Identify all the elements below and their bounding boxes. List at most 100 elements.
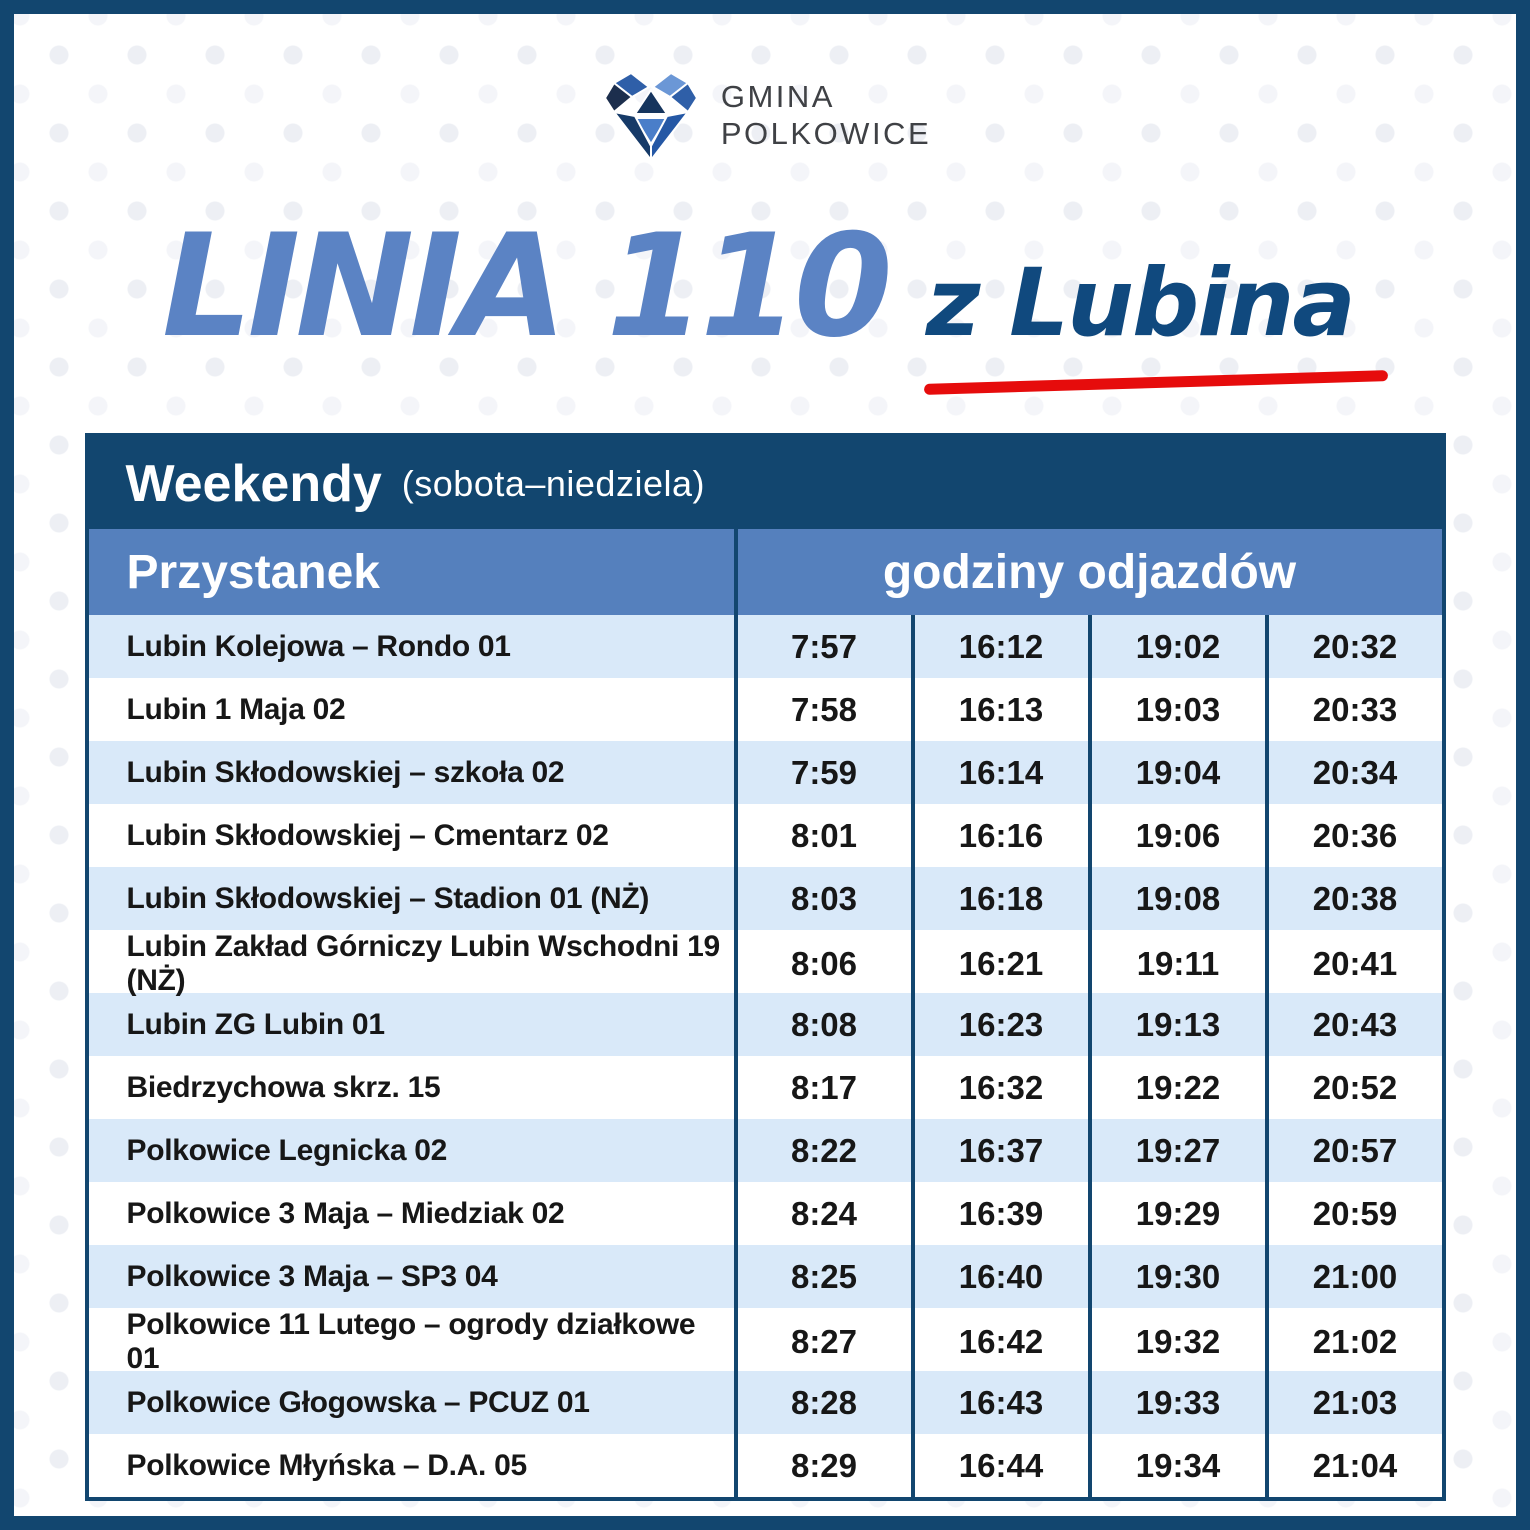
table-row: Lubin Skłodowskiej – Stadion 01 (NŻ) 8:03… xyxy=(88,867,1442,930)
table-row: Polkowice 11 Lutego – ogrody działkowe 0… xyxy=(88,1308,1442,1376)
departure-time: 8:27 xyxy=(733,1308,911,1376)
departure-time: 19:27 xyxy=(1087,1119,1265,1182)
departure-time: 20:32 xyxy=(1264,615,1442,678)
departure-time: 21:00 xyxy=(1264,1245,1442,1308)
departure-time: 8:22 xyxy=(733,1119,911,1182)
stop-name: Lubin Skłodowskiej – szkoła 02 xyxy=(126,755,565,789)
table-row: Lubin Skłodowskiej – Cmentarz 02 8:01 16:1… xyxy=(88,804,1442,867)
departure-time: 8:29 xyxy=(733,1434,911,1497)
departure-time: 20:36 xyxy=(1264,804,1442,867)
column-header-times: godziny odjazdów xyxy=(733,529,1442,615)
table-row: Biedrzychowa skrz. 15 8:17 16:32 19:22 20:52 xyxy=(88,1056,1442,1119)
table-row: Polkowice Młyńska – D.A. 05 8:29 16:44 19:3… xyxy=(88,1434,1442,1497)
timetable-rows: Lubin Kolejowa – Rondo 01 7:57 16:12 19:02 2… xyxy=(88,615,1442,1497)
departure-time: 19:30 xyxy=(1087,1245,1265,1308)
title-origin-wrap: z Lubina xyxy=(923,249,1388,395)
departure-time: 8:08 xyxy=(733,993,911,1056)
departure-time: 8:06 xyxy=(733,930,911,998)
table-row: Lubin Zakład Górniczy Lubin Wschodni 19 … xyxy=(88,930,1442,998)
title-origin: z Lubina xyxy=(925,249,1356,358)
red-underline xyxy=(923,370,1388,395)
departure-time: 16:37 xyxy=(910,1119,1088,1182)
section-header: Weekendy (sobota–niedziela) xyxy=(87,436,1443,530)
departure-time: 19:03 xyxy=(1087,678,1265,741)
stop-name: Polkowice 3 Maja – Miedziak 02 xyxy=(126,1196,565,1230)
departure-time: 16:40 xyxy=(910,1245,1088,1308)
departure-time: 19:29 xyxy=(1087,1182,1265,1245)
departure-time: 19:06 xyxy=(1087,804,1265,867)
departure-time: 20:41 xyxy=(1264,930,1442,998)
logo-line2: POLKOWICE xyxy=(720,116,932,151)
title-line-number: LINIA 110 xyxy=(162,204,893,369)
departure-time: 19:34 xyxy=(1087,1434,1265,1497)
departure-time: 16:21 xyxy=(910,930,1088,998)
departure-time: 16:23 xyxy=(910,993,1088,1056)
departure-time: 21:02 xyxy=(1264,1308,1442,1376)
departure-time: 16:14 xyxy=(910,741,1088,804)
stop-name: Lubin ZG Lubin 01 xyxy=(126,1007,386,1041)
table-row: Lubin Skłodowskiej – szkoła 02 7:59 16:14 1… xyxy=(88,741,1442,804)
departure-time: 19:22 xyxy=(1087,1056,1265,1119)
departure-time: 7:59 xyxy=(733,741,911,804)
departure-time: 7:58 xyxy=(733,678,911,741)
timetable: Weekendy (sobota–niedziela) Przystanek g… xyxy=(84,433,1446,1501)
gmina-polkowice-heart-icon xyxy=(603,71,699,162)
departure-time: 21:04 xyxy=(1264,1434,1442,1497)
table-row: Lubin ZG Lubin 01 8:08 16:23 19:13 20:43 xyxy=(88,993,1442,1056)
departure-time: 8:17 xyxy=(733,1056,911,1119)
stop-name: Lubin Skłodowskiej – Cmentarz 02 xyxy=(126,818,610,852)
stop-name: Lubin Kolejowa – Rondo 01 xyxy=(126,629,511,663)
departure-time: 16:16 xyxy=(910,804,1088,867)
departure-time: 20:52 xyxy=(1264,1056,1442,1119)
logo-line1: GMINA xyxy=(720,79,835,115)
departure-time: 20:33 xyxy=(1264,678,1442,741)
departure-time: 19:04 xyxy=(1087,741,1265,804)
stop-name: Lubin 1 Maja 02 xyxy=(126,692,346,726)
departure-time: 8:01 xyxy=(733,804,911,867)
table-row: Polkowice 3 Maja – Miedziak 02 8:24 16:39 1… xyxy=(88,1182,1442,1245)
departure-time: 16:39 xyxy=(910,1182,1088,1245)
table-row: Polkowice Głogowska – PCUZ 01 8:28 16:43 19… xyxy=(88,1371,1442,1434)
stop-name: Lubin Zakład Górniczy Lubin Wschodni 19 … xyxy=(126,930,721,997)
departure-time: 20:43 xyxy=(1264,993,1442,1056)
logo-text: GMINA POLKOWICE xyxy=(721,79,931,152)
page-title: LINIA 110 z Lubina xyxy=(162,204,1516,395)
departure-time: 19:08 xyxy=(1087,867,1265,930)
stop-name: Biedrzychowa skrz. 15 xyxy=(126,1070,441,1104)
logo: GMINA POLKOWICE xyxy=(14,70,1516,162)
departure-time: 16:32 xyxy=(910,1056,1088,1119)
departure-time: 19:33 xyxy=(1087,1371,1265,1434)
departure-time: 16:42 xyxy=(910,1308,1088,1376)
departure-time: 8:28 xyxy=(733,1371,911,1434)
stop-name: Polkowice 3 Maja – SP3 04 xyxy=(126,1259,498,1293)
departure-time: 19:02 xyxy=(1087,615,1265,678)
section-subtitle: (sobota–niedziela) xyxy=(401,463,705,504)
departure-time: 16:13 xyxy=(910,678,1088,741)
departure-time: 16:43 xyxy=(910,1371,1088,1434)
departure-time: 8:25 xyxy=(733,1245,911,1308)
departure-time: 7:57 xyxy=(733,615,911,678)
departure-time: 19:13 xyxy=(1087,993,1265,1056)
table-row: Lubin Kolejowa – Rondo 01 7:57 16:12 19:02 2… xyxy=(88,615,1442,678)
table-row: Polkowice Legnicka 02 8:22 16:37 19:27 20:57 xyxy=(88,1119,1442,1182)
departure-time: 21:03 xyxy=(1264,1371,1442,1434)
departure-time: 8:03 xyxy=(733,867,911,930)
stop-name: Lubin Skłodowskiej – Stadion 01 (NŻ) xyxy=(126,881,650,915)
table-row: Polkowice 3 Maja – SP3 04 8:25 16:40 19:30 2… xyxy=(88,1245,1442,1308)
stop-name: Polkowice Głogowska – PCUZ 01 xyxy=(126,1385,590,1419)
stop-name: Polkowice 11 Lutego – ogrody działkowe 0… xyxy=(126,1308,696,1375)
departure-time: 16:44 xyxy=(910,1434,1088,1497)
departure-time: 19:32 xyxy=(1087,1308,1265,1376)
stop-name: Polkowice Młyńska – D.A. 05 xyxy=(126,1448,528,1482)
column-header-row: Przystanek godziny odjazdów xyxy=(88,529,1442,615)
departure-time: 20:57 xyxy=(1264,1119,1442,1182)
departure-time: 16:12 xyxy=(910,615,1088,678)
departure-time: 16:18 xyxy=(910,867,1088,930)
section-title: Weekendy xyxy=(125,455,382,513)
departure-time: 20:59 xyxy=(1264,1182,1442,1245)
stop-name: Polkowice Legnicka 02 xyxy=(126,1133,448,1167)
departure-time: 8:24 xyxy=(733,1182,911,1245)
table-row: Lubin 1 Maja 02 7:58 16:13 19:03 20:33 xyxy=(88,678,1442,741)
departure-time: 20:34 xyxy=(1264,741,1442,804)
